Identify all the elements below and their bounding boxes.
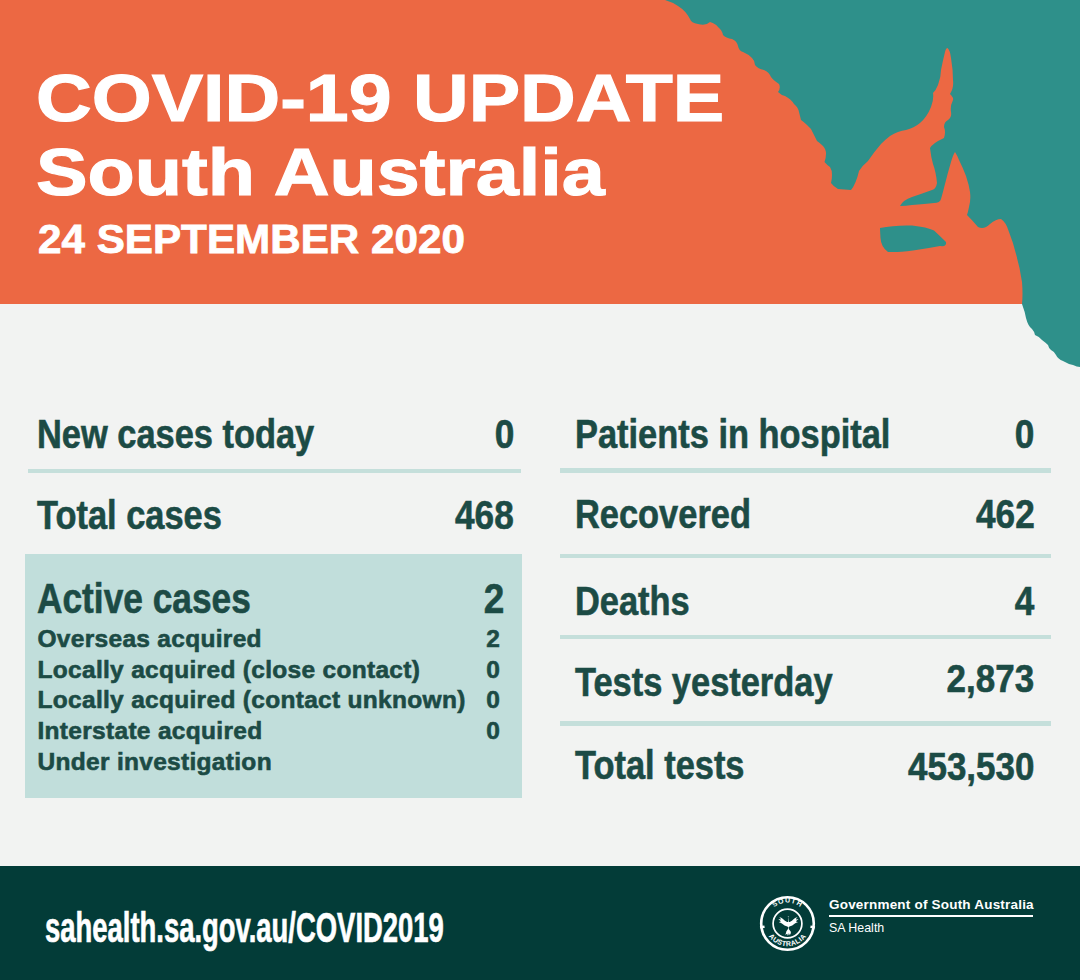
- svg-text:SOUTH: SOUTH: [771, 897, 804, 909]
